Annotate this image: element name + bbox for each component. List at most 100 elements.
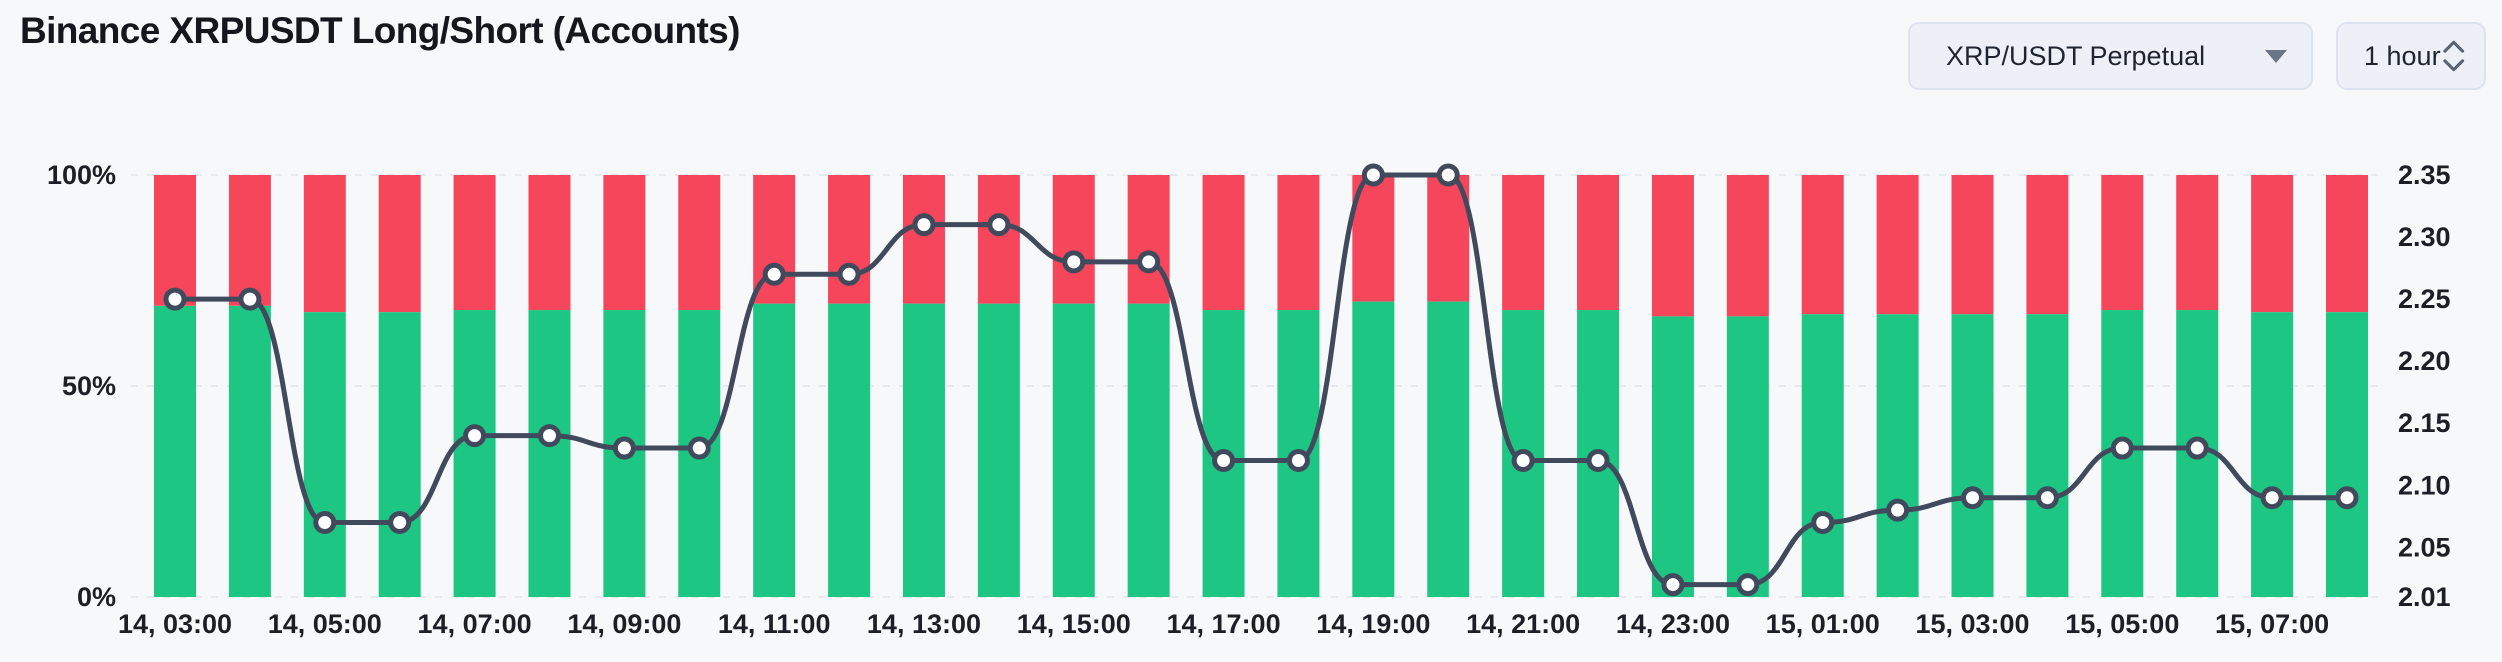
bar-long-segment	[1651, 316, 1694, 597]
bar-short-segment	[1502, 175, 1545, 311]
bar-short-segment	[902, 175, 945, 304]
bar-short-segment	[1951, 175, 1994, 315]
price-marker	[1212, 448, 1236, 472]
bar-long-segment	[1127, 303, 1170, 597]
price-marker	[2185, 436, 2209, 460]
y-axis-right-tick: 2.10	[2398, 470, 2451, 500]
price-marker	[1361, 163, 1385, 187]
y-axis-left-tick: 0%	[77, 582, 116, 612]
y-axis-right-tick: 2.20	[2398, 346, 2451, 376]
bar-short-segment	[1127, 175, 1170, 304]
y-axis-left-tick: 100%	[47, 160, 116, 190]
x-axis-tick: 14, 17:00	[1167, 609, 1281, 639]
bar-long-segment	[1876, 314, 1919, 597]
bar-short-segment	[1651, 175, 1694, 317]
price-marker	[1436, 163, 1460, 187]
x-axis-tick: 14, 15:00	[1017, 609, 1131, 639]
bar-long-segment	[228, 305, 271, 597]
x-axis-tick: 14, 13:00	[867, 609, 981, 639]
bar-short-segment	[977, 175, 1020, 304]
interval-select[interactable]: 1 hour	[2336, 22, 2486, 90]
bar-long-segment	[753, 303, 796, 597]
bar-short-segment	[1052, 175, 1095, 304]
bar-long-segment	[2026, 314, 2069, 597]
bar-short-segment	[2326, 175, 2368, 313]
price-marker	[238, 287, 262, 311]
y-axis-left-tick: 50%	[62, 371, 116, 401]
price-marker	[1137, 250, 1161, 274]
bar-long-segment	[977, 303, 1020, 597]
price-line	[172, 172, 2350, 588]
y-axis-right-tick: 2.25	[2398, 284, 2451, 314]
price-marker	[912, 213, 936, 237]
bar-short-segment	[453, 175, 496, 311]
y-axis-right-tick: 2.30	[2398, 222, 2451, 252]
price-marker	[612, 436, 636, 460]
bar-short-segment	[378, 175, 421, 313]
bar-long-segment	[453, 310, 496, 597]
x-axis-tick: 15, 01:00	[1766, 609, 1880, 639]
bar-short-segment	[2026, 175, 2069, 315]
price-marker	[1511, 448, 1535, 472]
bar-long-segment	[2326, 312, 2368, 597]
price-marker	[762, 262, 786, 286]
bar-long-segment	[902, 303, 945, 597]
x-axis-tick: 14, 21:00	[1466, 609, 1580, 639]
price-marker	[2335, 486, 2359, 510]
bar-short-segment	[603, 175, 646, 311]
x-axis-tick: 15, 03:00	[1915, 609, 2029, 639]
x-axis-tick: 15, 05:00	[2065, 609, 2179, 639]
price-marker	[987, 213, 1011, 237]
y-axis-right-tick: 2.15	[2398, 408, 2451, 438]
chevron-down-icon	[2265, 49, 2287, 63]
price-marker	[1961, 486, 1985, 510]
bar-short-segment	[528, 175, 571, 311]
x-axis-tick: 14, 09:00	[567, 609, 681, 639]
up-down-chevrons-icon	[2442, 40, 2464, 72]
x-axis-tick: 14, 05:00	[268, 609, 382, 639]
bar-long-segment	[528, 310, 571, 597]
price-marker	[2260, 486, 2284, 510]
price-marker	[163, 287, 187, 311]
bar-short-segment	[2251, 175, 2294, 313]
bar-long-segment	[1726, 316, 1769, 597]
bar-long-segment	[303, 312, 346, 597]
bar-short-segment	[1801, 175, 1844, 315]
price-marker	[313, 511, 337, 535]
x-axis-tick: 14, 19:00	[1316, 609, 1430, 639]
price-marker	[1886, 498, 1910, 522]
y-axis-right-tick: 2.01	[2398, 582, 2451, 612]
bar-short-segment	[228, 175, 271, 306]
bar-short-segment	[1277, 175, 1320, 311]
bar-long-segment	[1052, 303, 1095, 597]
price-marker	[687, 436, 711, 460]
bar-short-segment	[154, 175, 196, 306]
price-marker	[1811, 511, 1835, 535]
price-marker	[1286, 448, 1310, 472]
bar-long-segment	[378, 312, 421, 597]
bar-short-segment	[678, 175, 721, 311]
bar-long-segment	[154, 305, 196, 597]
price-marker	[1062, 250, 1086, 274]
price-marker	[2035, 486, 2059, 510]
chart-controls: XRP/USDT Perpetual 1 hour	[1908, 22, 2486, 90]
x-axis-tick: 14, 07:00	[418, 609, 532, 639]
x-axis-tick: 14, 23:00	[1616, 609, 1730, 639]
price-marker	[537, 424, 561, 448]
bar-long-segment	[1352, 301, 1395, 597]
bar-short-segment	[2176, 175, 2219, 311]
price-marker	[1661, 573, 1685, 597]
pair-select[interactable]: XRP/USDT Perpetual	[1908, 22, 2313, 90]
bar-short-segment	[1202, 175, 1245, 311]
bar-short-segment	[1876, 175, 1919, 315]
bar-long-segment	[1427, 301, 1470, 597]
price-marker	[1586, 448, 1610, 472]
bar-short-segment	[2101, 175, 2144, 311]
pair-select-value: XRP/USDT Perpetual	[1946, 40, 2206, 71]
price-marker	[388, 511, 412, 535]
bar-long-segment	[1951, 314, 1994, 597]
price-marker	[837, 262, 861, 286]
price-marker	[1736, 573, 1760, 597]
bar-short-segment	[303, 175, 346, 313]
